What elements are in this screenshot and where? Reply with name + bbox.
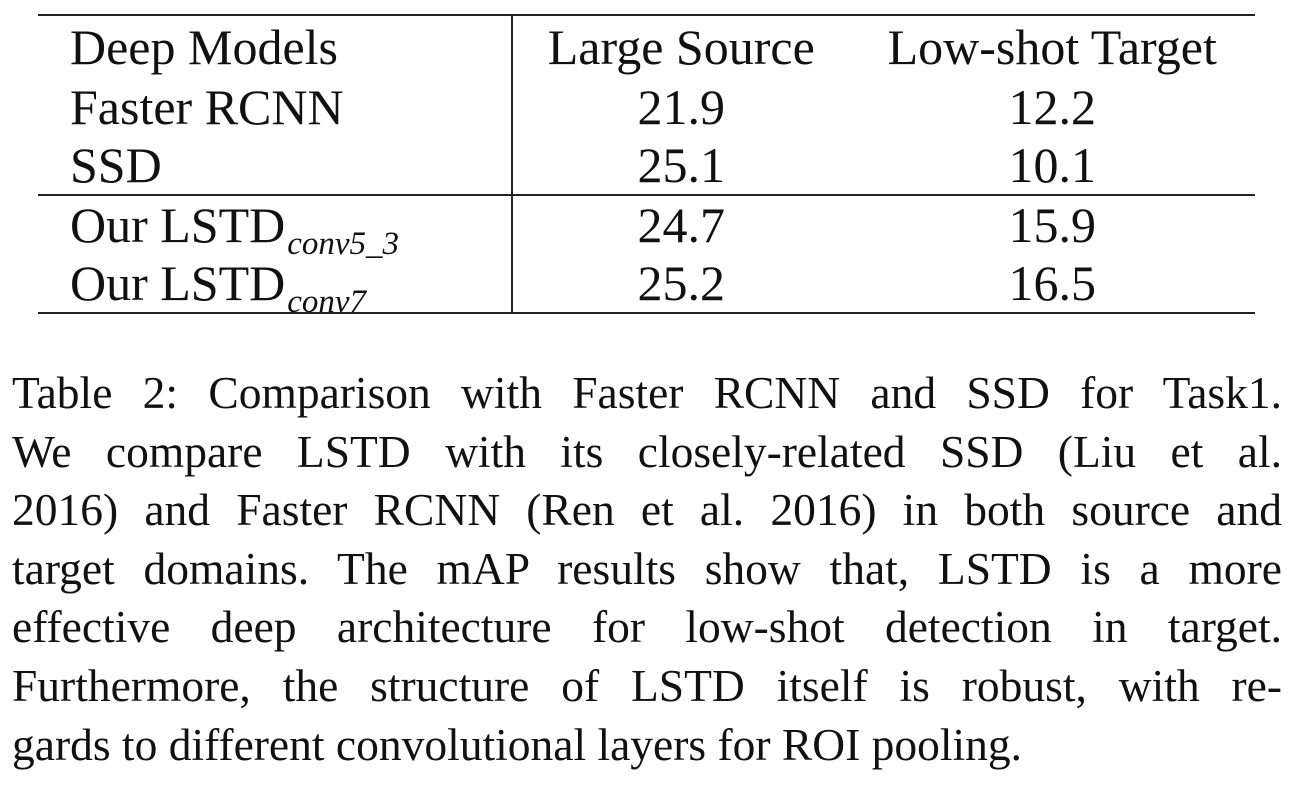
model-cell: Our LSTDconv7 xyxy=(38,254,514,319)
model-name: Our LSTD xyxy=(70,197,286,253)
low-shot-target-value: 12.2 xyxy=(1008,79,1096,135)
model-name: Faster RCNN xyxy=(38,78,514,136)
table-row: Faster RCNN 21.9 12.2 xyxy=(38,78,1255,136)
caption-line: effective deep architecture for low-shot… xyxy=(12,601,1282,653)
caption-line: Furthermore, the structure of LSTD itsel… xyxy=(12,659,1282,711)
caption-line: Table 2: Comparison with Faster RCNN and… xyxy=(12,367,1282,418)
table-caption: Table 2: Comparison with Faster RCNN and… xyxy=(12,364,1282,774)
low-shot-target-value: 15.9 xyxy=(1008,197,1096,253)
model-subscript: conv7 xyxy=(287,284,367,320)
header-deep-models: Deep Models xyxy=(38,14,514,78)
table-row: SSD 25.1 10.1 xyxy=(38,136,1255,196)
large-source-value-best: 25.2 xyxy=(512,254,850,314)
model-name: SSD xyxy=(38,136,514,196)
header-low-shot-target: Low-shot Target xyxy=(849,14,1255,78)
table-header-row: Deep Models Large Source Low-shot Target xyxy=(38,14,1255,78)
large-source-value: 25.1 xyxy=(512,136,850,196)
caption-line: 2016) and Faster RCNN (Ren et al. 2016) … xyxy=(12,484,1282,536)
model-subscript: conv5_3 xyxy=(287,226,400,262)
caption-line: gards to different convolutional layers … xyxy=(12,718,1023,770)
large-source-value: 24.7 xyxy=(637,197,726,253)
model-cell: Our LSTDconv5_3 xyxy=(38,195,514,261)
low-shot-target-value: 10.1 xyxy=(849,136,1255,196)
results-table: Deep Models Large Source Low-shot Target… xyxy=(38,14,1255,319)
table-row: Our LSTDconv5_3 24.7 15.9 xyxy=(38,195,1255,261)
header-large-source: Large Source xyxy=(512,14,850,78)
caption-line: target domains. The mAP results show tha… xyxy=(12,542,1282,594)
low-shot-target-value-best: 16.5 xyxy=(849,254,1255,314)
large-source-value: 21.9 xyxy=(637,79,726,135)
table-row: Our LSTDconv7 25.2 16.5 xyxy=(38,254,1255,319)
model-name: Our LSTD xyxy=(70,255,286,311)
caption-line: We compare LSTD with its closely-related… xyxy=(12,425,1282,477)
